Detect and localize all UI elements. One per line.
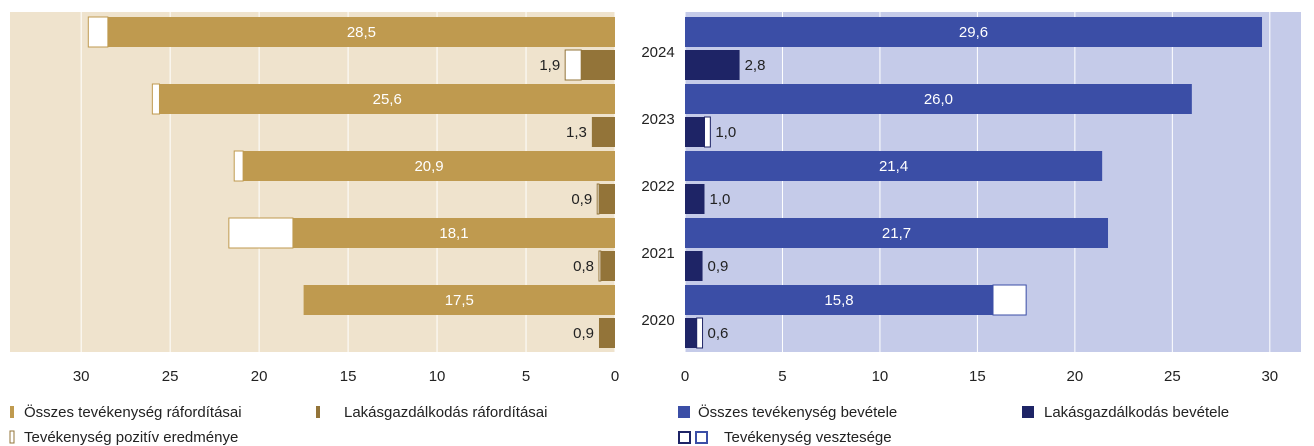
bar — [591, 117, 615, 147]
legend-label: Lakásgazdálkodás ráfordításai — [344, 404, 547, 421]
x-tick-label: 0 — [611, 368, 619, 385]
bar — [87, 16, 109, 48]
bar — [685, 50, 740, 80]
bar-value-label: 1,0 — [715, 124, 736, 141]
bar — [685, 318, 697, 348]
bar — [107, 17, 615, 47]
x-tick-label: 30 — [73, 368, 90, 385]
bar-value-label: 0,9 — [573, 325, 594, 342]
bar — [303, 285, 615, 315]
bar-value-label: 0,9 — [708, 258, 729, 275]
bar — [233, 150, 244, 182]
bar-value-label: 25,6 — [373, 91, 402, 108]
legend-swatch — [678, 431, 691, 444]
bar-value-label: 28,5 — [347, 24, 376, 41]
bar — [598, 184, 615, 214]
x-tick-label: 25 — [1164, 368, 1181, 385]
x-tick-label: 0 — [681, 368, 689, 385]
bar — [159, 84, 615, 114]
bar-value-label: 0,9 — [571, 191, 592, 208]
bar-value-label: 0,8 — [573, 258, 594, 275]
x-tick-label: 30 — [1261, 368, 1278, 385]
legend-label: Tevékenység vesztesége — [724, 429, 892, 446]
x-tick-label: 10 — [429, 368, 446, 385]
bar-value-label: 17,5 — [445, 292, 474, 309]
y-tick-label: 2022 — [641, 178, 674, 195]
bar — [685, 218, 1109, 248]
bar-value-label: 1,9 — [539, 57, 560, 74]
bar — [564, 49, 582, 81]
x-tick-label: 15 — [340, 368, 357, 385]
bar — [581, 50, 615, 80]
bar-value-label: 18,1 — [439, 225, 468, 242]
legend-label: Összes tevékenység bevétele — [698, 403, 897, 421]
x-tick-label: 25 — [162, 368, 179, 385]
bar-value-label: 1,3 — [566, 124, 587, 141]
legend-label: Lakásgazdálkodás bevétele — [1044, 404, 1229, 421]
x-tick-label: 20 — [1067, 368, 1084, 385]
y-tick-label: 2024 — [641, 44, 674, 61]
y-tick-label: 2020 — [641, 312, 674, 329]
legend-swatch — [1022, 406, 1034, 418]
bar — [685, 184, 705, 214]
bar — [685, 285, 993, 315]
legend-swatch — [9, 430, 15, 444]
bar — [685, 84, 1192, 114]
x-tick-label: 20 — [251, 368, 268, 385]
bar — [151, 83, 160, 115]
bar — [243, 151, 615, 181]
bar — [685, 117, 705, 147]
x-tick-label: 10 — [872, 368, 889, 385]
bar-value-label: 0,6 — [708, 325, 729, 342]
y-tick-label: 2021 — [641, 245, 674, 262]
x-tick-label: 5 — [522, 368, 530, 385]
legend-swatch — [10, 406, 14, 418]
bar — [292, 218, 615, 248]
bar — [685, 17, 1263, 47]
bar-value-label: 29,6 — [959, 24, 988, 41]
bar — [228, 217, 294, 249]
bar — [703, 116, 711, 148]
bar-value-label: 21,7 — [882, 225, 911, 242]
bar — [992, 284, 1027, 316]
bar-value-label: 15,8 — [824, 292, 853, 309]
legend-label: Tevékenység pozitív eredménye — [24, 429, 238, 446]
bar — [598, 318, 615, 348]
bar-value-label: 20,9 — [414, 158, 443, 175]
bar — [600, 251, 615, 281]
bar — [685, 251, 703, 281]
bar — [598, 250, 602, 282]
legend-swatch — [316, 406, 320, 418]
bar-value-label: 1,0 — [709, 191, 730, 208]
legend-swatch — [695, 431, 708, 444]
bar — [685, 151, 1103, 181]
legend-label: Összes tevékenység ráfordításai — [24, 403, 242, 421]
legend-swatch — [678, 406, 690, 418]
bar-value-label: 26,0 — [924, 91, 953, 108]
bar-value-label: 2,8 — [745, 57, 766, 74]
bar-value-label: 21,4 — [879, 158, 908, 175]
bar — [596, 183, 600, 215]
x-tick-label: 15 — [969, 368, 986, 385]
bar — [696, 317, 704, 349]
y-tick-label: 2023 — [641, 111, 674, 128]
x-tick-label: 5 — [778, 368, 786, 385]
